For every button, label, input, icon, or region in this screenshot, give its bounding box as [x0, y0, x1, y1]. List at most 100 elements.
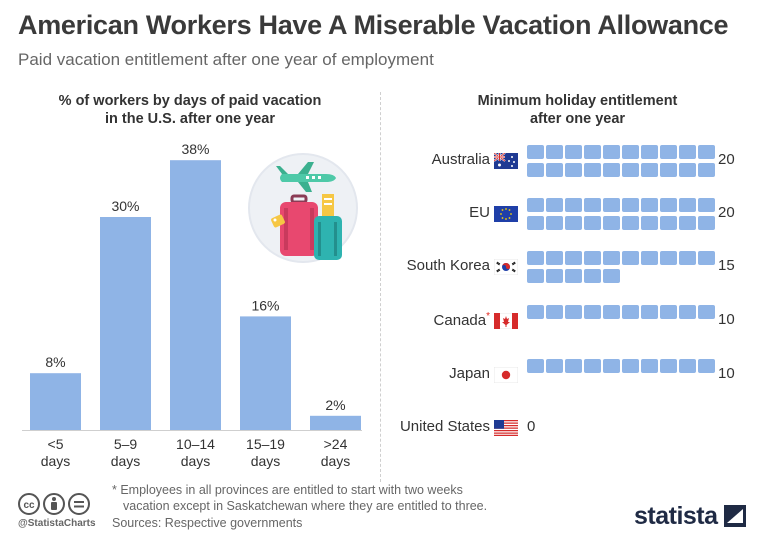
south-korea-flag-icon [494, 259, 518, 275]
page-subtitle: Paid vacation entitlement after one year… [18, 50, 434, 69]
sources: Sources: Respective governments [112, 516, 303, 530]
entitlement-value-2: 15 [718, 257, 735, 274]
category-label-0-line-1: days [40, 453, 71, 469]
day-square [641, 163, 658, 177]
bar-chart-title-line-2: in the U.S. after one year [104, 111, 276, 127]
bar-value-label-4: 2% [325, 397, 345, 413]
day-square [584, 163, 601, 177]
day-square [603, 216, 620, 230]
day-square [527, 163, 544, 177]
bar-value-label-0: 8% [45, 354, 65, 370]
license-icons: cc [18, 493, 90, 515]
day-square [527, 145, 544, 159]
bar-chart-title-line-1: % of workers by days of paid vacation [58, 93, 322, 109]
cc-icon: cc [18, 493, 40, 515]
day-square [622, 163, 639, 177]
day-square [584, 198, 601, 212]
category-label-3-line-0: 15–19 [246, 436, 285, 452]
day-square [679, 216, 696, 230]
category-label-1: 5–9 days [91, 436, 161, 470]
japan-flag-icon [494, 367, 518, 383]
no-derivatives-icon [68, 493, 90, 515]
luggage-icon [271, 194, 342, 260]
bar-chart-baseline [22, 430, 362, 431]
bar-4 [310, 415, 361, 430]
country-label-5: United States [380, 418, 490, 435]
attribution-icon [43, 493, 65, 515]
airplane-icon [276, 162, 336, 192]
day-square [527, 198, 544, 212]
country-name-5: United States [399, 418, 490, 435]
day-square [565, 163, 582, 177]
day-square [622, 216, 639, 230]
category-label-2: 10–14 days [161, 436, 231, 470]
day-square [660, 359, 677, 373]
statista-logo[interactable]: statista [634, 502, 746, 531]
category-label-0: <5 days [21, 436, 91, 470]
entitlement-chart-title-line-2: after one year [529, 111, 626, 127]
day-square [698, 163, 715, 177]
statista-logo-icon [724, 505, 746, 527]
category-label-4: >24 days [301, 436, 371, 470]
day-square [622, 359, 639, 373]
category-label-1-line-0: 5–9 [113, 436, 138, 452]
bar-2 [170, 160, 221, 430]
day-square [565, 145, 582, 159]
footnote-line-1: * Employees in all provinces are entitle… [112, 483, 463, 497]
day-square [603, 269, 620, 283]
bar-value-label-1: 30% [111, 198, 139, 214]
day-square [660, 198, 677, 212]
day-square [527, 269, 544, 283]
day-square [546, 359, 563, 373]
day-square [527, 359, 544, 373]
entitlement-chart-title: Minimum holiday entitlement after one ye… [400, 92, 755, 128]
day-square [622, 198, 639, 212]
day-square [660, 305, 677, 319]
day-square [603, 251, 620, 265]
country-label-0: Australia [380, 151, 490, 168]
day-square [603, 163, 620, 177]
category-label-3-line-1: days [250, 453, 281, 469]
footnote-line-2: vacation except in Saskatchewan where th… [123, 499, 488, 513]
day-square [546, 163, 563, 177]
country-name-3: Canada [433, 312, 487, 329]
country-name-2: South Korea [406, 257, 490, 274]
day-square [622, 251, 639, 265]
day-square [679, 145, 696, 159]
day-square [603, 198, 620, 212]
bar-chart-title: % of workers by days of paid vacation in… [20, 92, 360, 128]
country-label-3: Canada* [380, 311, 490, 329]
day-square [584, 305, 601, 319]
entitlement-value-5: 0 [527, 418, 536, 435]
country-name-0: Australia [431, 151, 490, 168]
day-square [584, 359, 601, 373]
bar-0 [30, 373, 81, 430]
day-square [584, 269, 601, 283]
page-title: American Workers Have A Miserable Vacati… [18, 10, 729, 40]
entitlement-value-4: 10 [718, 365, 735, 382]
day-square [660, 145, 677, 159]
day-square [546, 216, 563, 230]
day-square [660, 216, 677, 230]
country-annotation-3: * [486, 311, 490, 322]
day-square [565, 251, 582, 265]
day-square [527, 216, 544, 230]
day-square [641, 359, 658, 373]
panel-divider [380, 92, 381, 482]
day-square [641, 251, 658, 265]
footnote: * Employees in all provinces are entitle… [112, 482, 532, 514]
category-label-1-line-1: days [110, 453, 141, 469]
bar-value-label-2: 38% [181, 141, 209, 157]
bar-1 [100, 217, 151, 430]
day-square [679, 251, 696, 265]
day-square [546, 198, 563, 212]
twitter-handle: @StatistaCharts [18, 518, 96, 529]
category-label-2-line-0: 10–14 [176, 436, 215, 452]
day-square [584, 145, 601, 159]
day-square [698, 251, 715, 265]
day-square [698, 359, 715, 373]
bar-chart: 8% 30% 38% 16% 2% [30, 141, 361, 430]
day-square [641, 198, 658, 212]
day-square [641, 145, 658, 159]
day-square [679, 305, 696, 319]
